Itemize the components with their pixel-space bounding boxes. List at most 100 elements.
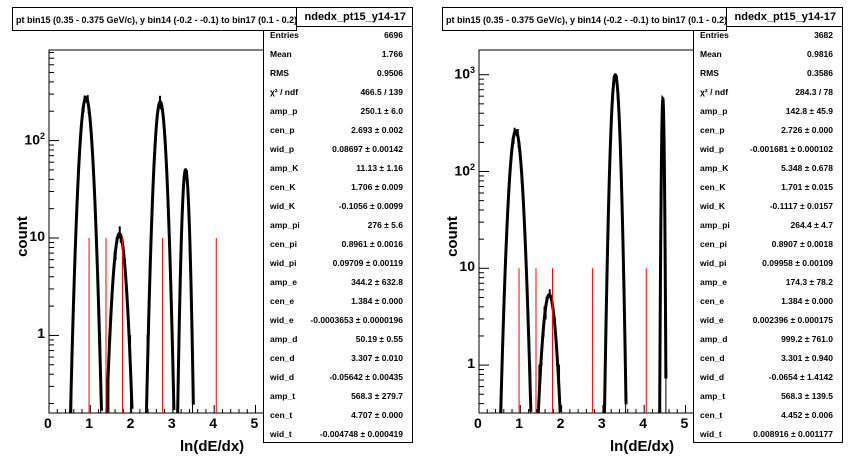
- stats-value: 0.3586: [807, 68, 833, 78]
- fit-curve: [70, 98, 267, 413]
- stats-value: -0.001681 ± 0.000102: [749, 144, 833, 154]
- stats-row: cen_pi 0.8961 ± 0.0016: [270, 237, 403, 251]
- stats-key: amp_p: [270, 106, 298, 116]
- stats-row: amp_p 142.8 ± 45.9: [700, 104, 833, 118]
- x-tick-label: 4: [639, 415, 647, 431]
- stats-key: amp_d: [270, 334, 298, 344]
- stats-key: cen_t: [700, 410, 723, 420]
- stats-key: amp_d: [700, 334, 728, 344]
- stats-row: RMS 0.3586: [700, 66, 833, 80]
- stats-value: 50.19 ± 0.55: [355, 334, 403, 344]
- stats-value: 344.2 ± 632.8: [351, 277, 403, 287]
- x-tick-label: 1: [85, 415, 94, 431]
- stats-row: wid_d -0.05642 ± 0.00435: [270, 370, 403, 384]
- histogram-name: ndedx_pt15_y14-17: [694, 8, 842, 27]
- stats-key: cen_e: [700, 296, 725, 306]
- stats-key: cen_d: [700, 353, 725, 363]
- x-tick-label: 0: [44, 415, 52, 431]
- x-tick-label: 4: [209, 415, 217, 431]
- stats-value: -0.1117 ± 0.0157: [769, 201, 833, 211]
- stats-key: Entries: [270, 30, 299, 40]
- stats-row: wid_p -0.001681 ± 0.000102: [700, 142, 833, 156]
- x-tick-label: 2: [556, 415, 565, 431]
- stats-value: 0.9816: [807, 49, 833, 59]
- stats-row: amp_K 11.13 ± 1.16: [270, 161, 403, 175]
- stats-row: wid_d -0.0654 ± 1.4142: [700, 370, 833, 384]
- stats-value: 3682: [814, 30, 833, 40]
- stats-row: wid_t -0.004748 ± 0.000419: [270, 427, 403, 441]
- stats-row: cen_K 1.706 ± 0.009: [270, 180, 403, 194]
- stats-value: 3.307 ± 0.010: [351, 353, 403, 363]
- stats-key: amp_t: [270, 391, 296, 401]
- x-tick-label: 2: [126, 415, 135, 431]
- left-histogram-pad: 0 1 2 3 4 5 1 10 102 ln(dE/dx) count pt bin15 (0.35…: [12, 7, 413, 455]
- plot-title: pt bin15 (0.35 - 0.375 GeV/c), y bin14 (…: [442, 7, 727, 31]
- stats-row: amp_e 174.3 ± 78.2: [700, 275, 833, 289]
- stats-value: -0.004748 ± 0.000419: [319, 429, 403, 439]
- x-axis-label: ln(dE/dx): [610, 438, 675, 455]
- stats-value: 0.8907 ± 0.0018: [771, 239, 833, 249]
- stats-row: wid_p 0.08697 ± 0.00142: [270, 142, 403, 156]
- stats-value: 0.8961 ± 0.0016: [341, 239, 403, 249]
- stats-key: cen_d: [270, 353, 295, 363]
- stats-row: cen_d 3.301 ± 0.940: [700, 351, 833, 365]
- stats-key: wid_t: [700, 429, 722, 439]
- stats-row: cen_d 3.307 ± 0.010: [270, 351, 403, 365]
- stats-key: cen_pi: [270, 239, 297, 249]
- stats-value: 174.3 ± 78.2: [785, 277, 833, 287]
- stats-value: 284.3 / 78: [795, 87, 833, 97]
- stats-value: 142.8 ± 45.9: [785, 106, 833, 116]
- x-tick-label: 5: [250, 415, 259, 431]
- stats-key: cen_pi: [700, 239, 727, 249]
- stats-value: 2.726 ± 0.000: [781, 125, 833, 135]
- stats-value: 0.002396 ± 0.000175: [752, 315, 833, 325]
- stats-value: 0.09958 ± 0.00109: [762, 258, 833, 268]
- stats-key: cen_p: [270, 125, 295, 135]
- y-tick-label: 103: [454, 64, 475, 82]
- y-tick-label: 102: [454, 161, 475, 179]
- stats-row: wid_e -0.0003653 ± 0.0000196: [270, 313, 403, 327]
- right-histogram-pad: 0 1 2 3 4 5 1 10 102 103 ln(dE/dx) count pt bin15 (0…: [430, 0, 860, 464]
- stats-row: cen_e 1.384 ± 0.000: [700, 294, 833, 308]
- stats-key: wid_pi: [270, 258, 297, 268]
- stats-value: 1.701 ± 0.015: [781, 182, 833, 192]
- stats-key: Entries: [700, 30, 729, 40]
- x-tick-label: 1: [515, 415, 524, 431]
- stats-row: RMS 0.9506: [270, 66, 403, 80]
- stats-value: 276 ± 5.6: [367, 220, 403, 230]
- stats-value: 6696: [384, 30, 403, 40]
- stats-value: 1.766: [381, 49, 403, 59]
- stats-value: 0.9506: [377, 68, 403, 78]
- stats-row: amp_pi 276 ± 5.6: [270, 218, 403, 232]
- stats-row: Entries 3682: [700, 28, 833, 42]
- stats-key: χ² / ndf: [700, 87, 729, 97]
- stats-row: χ² / ndf 466.5 / 139: [270, 85, 403, 99]
- stats-key: cen_t: [270, 410, 293, 420]
- y-axis-label: count: [443, 216, 461, 257]
- stats-key: cen_e: [270, 296, 295, 306]
- stats-row: cen_p 2.693 ± 0.002: [270, 123, 403, 137]
- stats-row: amp_t 568.3 ± 279.7: [270, 389, 403, 403]
- stats-key: Mean: [700, 49, 722, 59]
- stats-key: χ² / ndf: [270, 87, 299, 97]
- stats-value: 568.3 ± 279.7: [351, 391, 403, 401]
- stats-value: 250.1 ± 6.0: [360, 106, 403, 116]
- y-tick-label: 10: [29, 228, 45, 244]
- histogram-series: [479, 75, 698, 414]
- stats-row: cen_e 1.384 ± 0.000: [270, 294, 403, 308]
- stats-row: wid_t 0.008916 ± 0.001177: [700, 427, 833, 441]
- stats-key: amp_K: [270, 163, 299, 173]
- stats-value: 1.384 ± 0.000: [351, 296, 403, 306]
- stats-key: amp_K: [700, 163, 729, 173]
- stats-key: cen_p: [700, 125, 725, 135]
- stats-key: wid_d: [270, 372, 295, 382]
- x-tick-label: 3: [167, 415, 176, 431]
- stats-key: amp_e: [700, 277, 727, 287]
- stats-row: cen_t 4.707 ± 0.000: [270, 408, 403, 422]
- stats-row: amp_t 568.3 ± 139.5: [700, 389, 833, 403]
- stats-row: wid_K -0.1056 ± 0.0099: [270, 199, 403, 213]
- stats-key: wid_t: [270, 429, 292, 439]
- stats-key: cen_K: [700, 182, 726, 192]
- plot-title: pt bin15 (0.35 - 0.375 GeV/c), y bin14 (…: [12, 7, 297, 31]
- histogram-series: [49, 95, 268, 414]
